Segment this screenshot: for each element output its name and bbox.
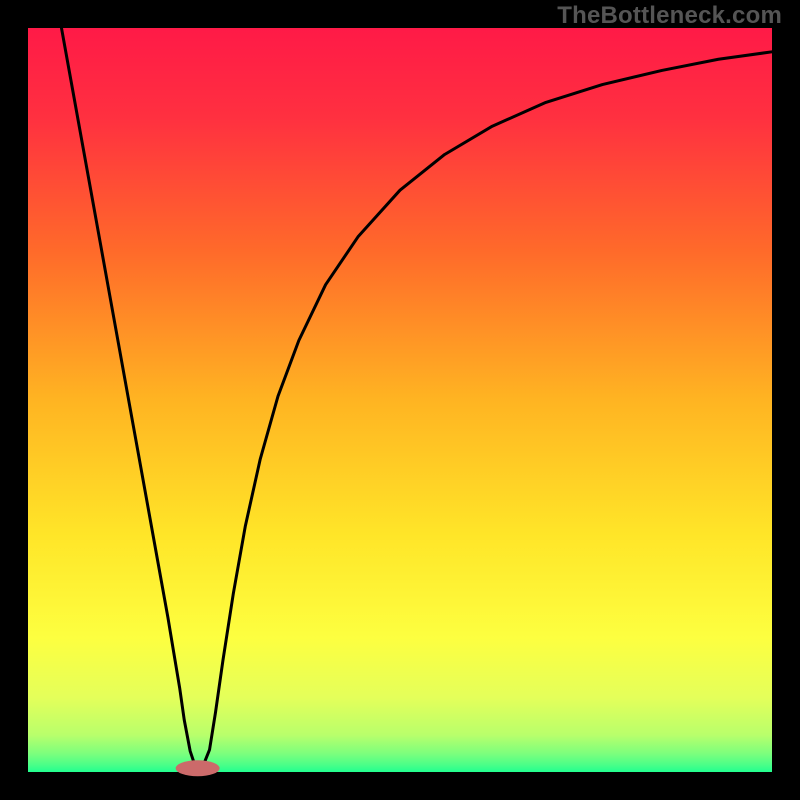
chart-stage: TheBottleneck.com [0, 0, 800, 800]
plot-background [28, 28, 772, 772]
watermark-text: TheBottleneck.com [557, 2, 782, 30]
optimum-marker [176, 760, 220, 776]
bottleneck-chart [0, 0, 800, 800]
